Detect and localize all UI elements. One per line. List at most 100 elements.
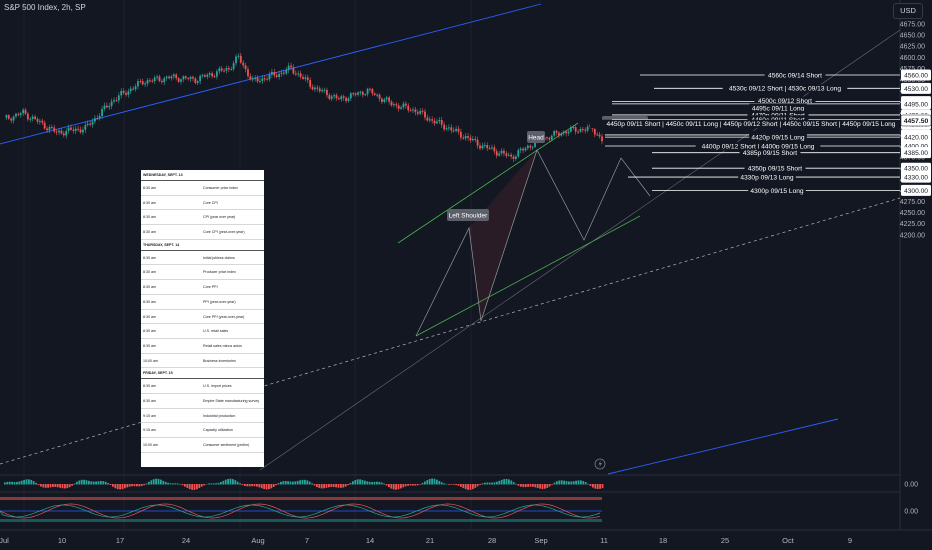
histogram-bar bbox=[35, 482, 37, 485]
histogram-bar bbox=[522, 484, 525, 488]
histogram-bar bbox=[176, 483, 179, 485]
histogram-bar bbox=[560, 480, 563, 485]
histogram-bar bbox=[582, 480, 585, 485]
histogram-bar bbox=[172, 483, 174, 485]
candle-body bbox=[570, 127, 572, 132]
histogram-bar bbox=[457, 484, 460, 486]
candle-body bbox=[10, 118, 13, 121]
currency-button[interactable]: USD bbox=[893, 3, 923, 19]
histogram-bar bbox=[258, 484, 261, 488]
histogram-bar bbox=[253, 484, 256, 487]
histogram-bar bbox=[88, 480, 90, 485]
candle-body bbox=[146, 80, 149, 84]
time-axis-label: 7 bbox=[305, 536, 309, 545]
candle-body bbox=[510, 154, 513, 157]
histogram-bar bbox=[577, 480, 580, 485]
candle-body bbox=[204, 75, 206, 77]
event-time: 8:30 am bbox=[143, 343, 156, 348]
histogram-bar bbox=[54, 484, 57, 487]
price-level-badge bbox=[901, 184, 931, 196]
candle-body bbox=[577, 131, 579, 133]
candle-body bbox=[328, 95, 331, 99]
channel-lower-line[interactable] bbox=[415, 215, 641, 337]
candle-body bbox=[369, 88, 371, 90]
candle-body bbox=[347, 98, 350, 102]
histogram-bar bbox=[133, 484, 136, 487]
candle-body bbox=[495, 151, 498, 156]
candle-body bbox=[271, 71, 273, 75]
candle-body bbox=[593, 128, 596, 135]
event-name: Business inventories bbox=[203, 358, 236, 363]
event-time: 8:30 am bbox=[143, 215, 156, 220]
histogram-bar bbox=[323, 484, 325, 489]
candle-body bbox=[55, 131, 58, 133]
histogram-bar bbox=[565, 481, 568, 485]
candle-body bbox=[448, 127, 450, 129]
candle-body bbox=[572, 127, 575, 129]
histogram-bar bbox=[16, 481, 18, 485]
candle-body bbox=[426, 117, 429, 121]
histogram-bar bbox=[164, 481, 167, 485]
candle-body bbox=[141, 81, 144, 85]
candle-body bbox=[225, 68, 228, 71]
symbol-title[interactable]: S&P 500 Index, 2h, SP bbox=[4, 3, 86, 12]
candle-body bbox=[349, 93, 352, 99]
histogram-bar bbox=[174, 483, 177, 485]
candle-body bbox=[457, 128, 460, 132]
candle-body bbox=[211, 73, 214, 77]
histogram-bar bbox=[128, 484, 131, 487]
histogram-bar bbox=[37, 484, 40, 486]
candle-body bbox=[84, 124, 87, 130]
current-price-label: 4457.50 bbox=[904, 118, 929, 125]
candle-body bbox=[534, 140, 536, 147]
histogram-bar bbox=[335, 484, 337, 488]
histogram-bar bbox=[352, 481, 354, 485]
candle-body bbox=[345, 97, 347, 102]
histogram-bar bbox=[580, 480, 582, 485]
candle-body bbox=[175, 74, 178, 79]
candle-body bbox=[412, 109, 414, 111]
histogram-bar bbox=[268, 484, 270, 490]
lower-trendline[interactable] bbox=[607, 418, 839, 475]
candle-body bbox=[220, 68, 223, 71]
price-level-badge bbox=[901, 131, 931, 143]
histogram-bar bbox=[570, 481, 573, 485]
price-axis-label: 4275.00 bbox=[900, 199, 925, 206]
event-name: U.S. retail sales bbox=[203, 329, 229, 334]
option-level-label-bg bbox=[738, 172, 796, 182]
calendar-row: 8:30 am Initial jobless claims bbox=[141, 251, 264, 266]
channel-upper-line[interactable] bbox=[397, 122, 579, 244]
candle-body bbox=[352, 93, 355, 95]
histogram-bar bbox=[469, 484, 472, 490]
histogram-bar bbox=[484, 482, 486, 485]
histogram-bar bbox=[361, 479, 364, 485]
histogram-bar bbox=[28, 479, 30, 485]
histogram-bar bbox=[294, 481, 297, 485]
candle-body bbox=[158, 76, 161, 81]
calendar-row: 8:30 am PPI (year-over-year) bbox=[141, 295, 264, 310]
histogram-bar bbox=[397, 484, 400, 490]
histogram-bar bbox=[200, 484, 203, 487]
head-shoulders-pattern[interactable] bbox=[415, 149, 651, 337]
histogram-bar bbox=[311, 483, 313, 485]
candle-body bbox=[232, 63, 235, 70]
option-level-label-bg bbox=[748, 186, 806, 195]
candle-body bbox=[127, 91, 130, 95]
histogram-bar bbox=[556, 481, 558, 485]
event-time: 8:30 am bbox=[143, 285, 156, 290]
histogram-bar bbox=[563, 480, 565, 485]
candle-body bbox=[479, 145, 481, 149]
calendar-row: 8:30 am Empire State manufacturing survey bbox=[141, 394, 264, 409]
event-time: 8:30 am bbox=[143, 314, 156, 319]
histogram-bar bbox=[289, 481, 292, 485]
histogram-bar bbox=[536, 484, 539, 488]
histogram-bar bbox=[332, 484, 335, 488]
candle-body bbox=[48, 127, 51, 131]
lightning-icon[interactable] bbox=[594, 458, 606, 470]
histogram-bar bbox=[193, 484, 196, 490]
histogram-bar bbox=[25, 479, 28, 485]
candle-body bbox=[395, 104, 398, 106]
histogram-bar bbox=[340, 484, 342, 488]
